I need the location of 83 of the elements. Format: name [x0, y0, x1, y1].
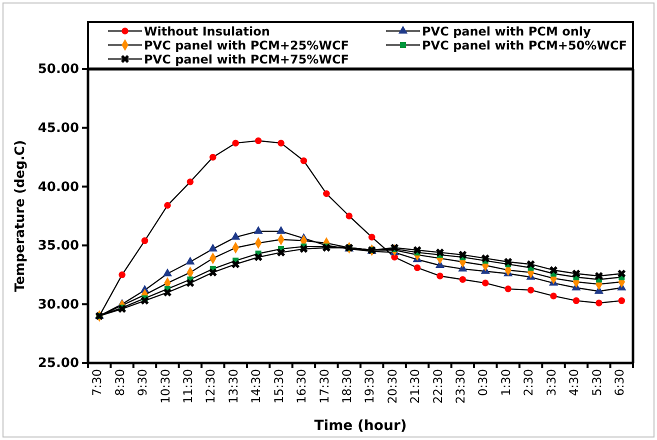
point — [526, 260, 535, 268]
y-tick-label: 30.00 — [38, 297, 79, 312]
point — [458, 250, 467, 259]
x-tick-label: 12:30 — [204, 369, 218, 404]
y-tick-label: 45.00 — [38, 120, 79, 136]
x-tick-label: 0:30 — [476, 369, 490, 396]
x-tick-label: 14:30 — [249, 369, 264, 404]
point — [186, 256, 195, 264]
point — [414, 264, 421, 272]
point — [618, 297, 626, 304]
x-tick-label: 13:30 — [226, 369, 240, 404]
point — [231, 232, 240, 240]
point — [504, 286, 512, 292]
x-tick-label: 4:30 — [567, 369, 582, 396]
legend-label: PVC panel with PCM only — [422, 24, 592, 38]
point — [232, 140, 239, 146]
point — [482, 280, 489, 286]
x-tick-label: 16:30 — [294, 369, 309, 404]
point — [572, 270, 580, 278]
x-tick-label: 15:30 — [272, 369, 286, 404]
point — [323, 190, 330, 198]
point — [118, 271, 126, 278]
legend-label: PVC panel with PCM+50%WCF — [422, 38, 627, 52]
x-tick-label: 7:30 — [90, 369, 104, 396]
point — [254, 253, 262, 262]
point — [140, 296, 149, 305]
x-tick-label: 11:30 — [180, 369, 195, 404]
point — [368, 234, 376, 241]
point — [254, 137, 262, 144]
point — [141, 237, 148, 244]
y-tick-label: 35.00 — [38, 238, 79, 254]
point — [254, 226, 263, 234]
x-tick-label: 5:30 — [590, 369, 604, 396]
point — [208, 268, 217, 276]
point — [346, 212, 353, 220]
point — [277, 248, 286, 256]
x-tick-label: 19:30 — [362, 369, 377, 404]
x-tick-label: 8:30 — [112, 369, 127, 396]
x-tick-label: 23:30 — [453, 369, 468, 404]
y-axis-title: Temperature (deg.C) — [13, 140, 28, 292]
point — [550, 292, 557, 300]
legend-label: Without Insulation — [144, 24, 270, 38]
x-tick-label: 1:30 — [498, 369, 513, 396]
point — [162, 268, 172, 276]
x-tick-label: 22:30 — [430, 369, 445, 404]
legend-label: PVC panel with PCM+75%WCF — [144, 52, 349, 66]
legend-label: PVC panel with PCM+25%WCF — [144, 38, 349, 52]
x-tick-label: 20:30 — [385, 369, 400, 404]
point — [208, 244, 218, 252]
point — [527, 286, 534, 294]
point — [618, 270, 626, 278]
point — [550, 266, 558, 274]
point — [436, 272, 444, 280]
x-axis-title: Time (hour) — [314, 418, 407, 434]
point — [596, 300, 602, 306]
x-tick-label: 3:30 — [544, 369, 558, 396]
point — [300, 157, 308, 164]
point — [436, 248, 444, 256]
point — [594, 272, 603, 280]
point — [459, 276, 466, 283]
y-tick-label: 25.00 — [38, 356, 79, 372]
point — [232, 260, 240, 268]
point — [186, 279, 194, 288]
point — [572, 297, 580, 304]
point — [413, 246, 422, 254]
point — [210, 154, 216, 161]
x-tick-label: 17:30 — [317, 369, 332, 404]
y-tick-label: 40.00 — [38, 180, 79, 195]
y-tick-label: 50.00 — [38, 62, 79, 78]
x-tick-label: 2:30 — [522, 369, 536, 396]
point — [276, 226, 286, 234]
x-tick-label: 10:30 — [158, 369, 172, 404]
x-tick-label: 18:30 — [340, 369, 354, 404]
x-tick-label: 21:30 — [408, 369, 422, 404]
point — [278, 140, 284, 146]
point — [300, 244, 308, 253]
point — [481, 254, 490, 262]
point — [504, 258, 512, 266]
x-tick-label: 9:30 — [136, 369, 150, 396]
x-tick-label: 6:30 — [612, 369, 626, 396]
point — [164, 202, 171, 209]
point — [163, 288, 172, 296]
point — [186, 178, 194, 186]
